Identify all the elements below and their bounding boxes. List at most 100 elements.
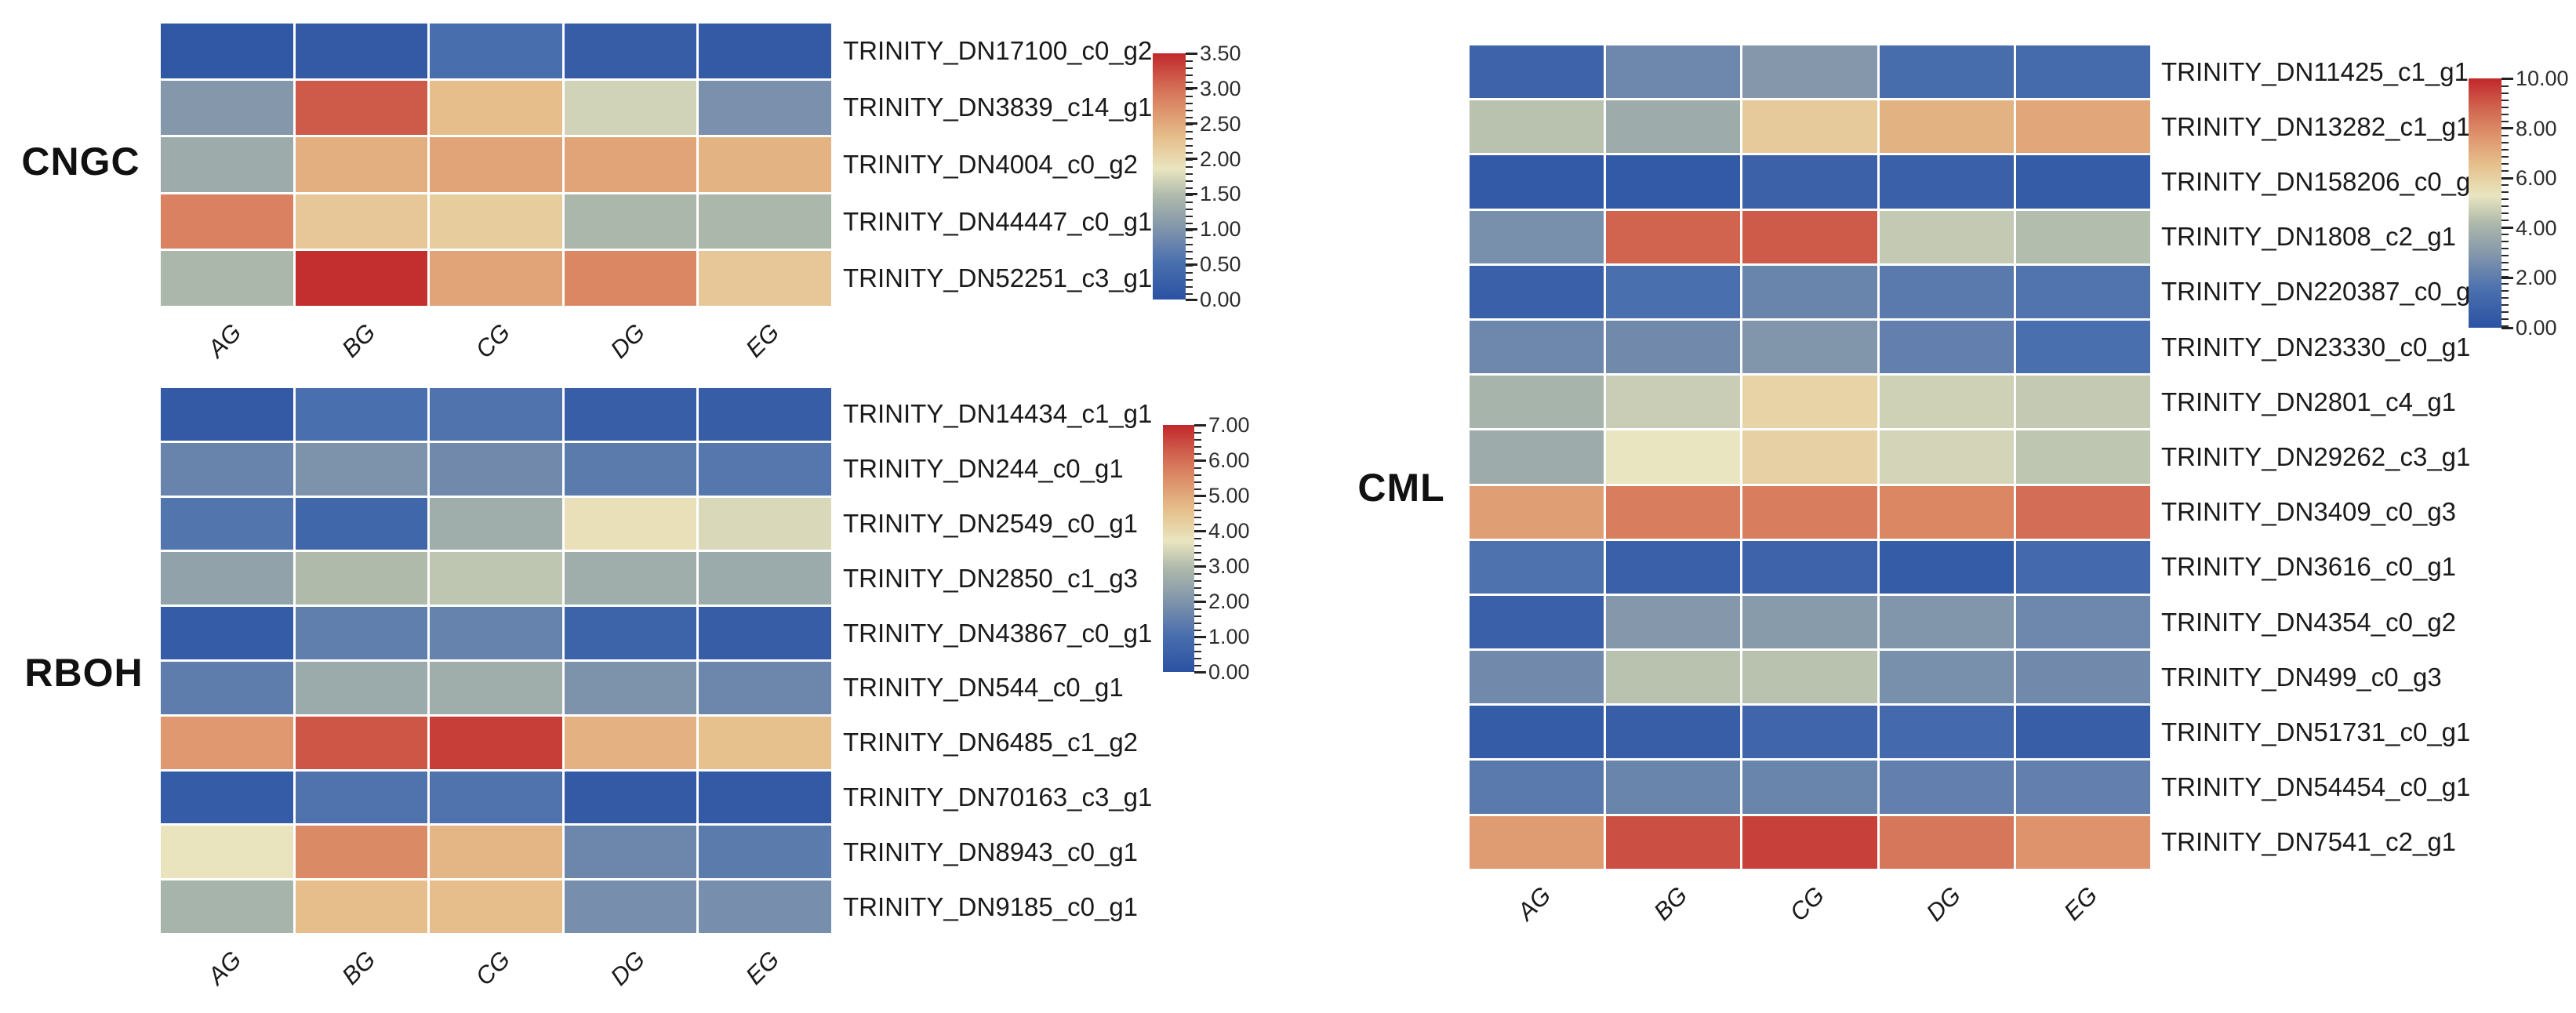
- colorbar-tick: [1186, 158, 1197, 161]
- heatmap-cell: [295, 771, 428, 824]
- column-label: AG: [202, 946, 247, 990]
- heatmap-cell: [699, 251, 831, 306]
- heatmap-cell: [295, 880, 428, 933]
- row-label: TRINITY_DN54454_c0_g1: [2161, 772, 2471, 802]
- heatmap-cell: [564, 826, 697, 879]
- heatmap-cell: [699, 388, 831, 441]
- heatmap-cell: [699, 607, 831, 659]
- heatmap-cell: [1742, 485, 1877, 539]
- heatmap-cell: [699, 442, 831, 496]
- heatmap-cell: [161, 607, 293, 659]
- colorbar-tick-label: 4.00: [2516, 216, 2557, 240]
- heatmap-cell: [564, 771, 697, 824]
- colorbar-tick-label: 0.00: [1200, 288, 1241, 311]
- heatmap-cell: [1470, 155, 1604, 209]
- row-label: TRINITY_DN3616_c0_g1: [2161, 552, 2457, 582]
- heatmap-cell: [1470, 706, 1604, 759]
- row-label: TRINITY_DN6485_c1_g2: [843, 728, 1139, 757]
- heatmap-cell: [699, 194, 831, 249]
- column-label: CG: [470, 318, 516, 364]
- column-label: BG: [1648, 881, 1693, 926]
- row-label: TRINITY_DN8943_c0_g1: [843, 837, 1139, 866]
- colorbar-tick-label: 6.00: [2516, 166, 2557, 191]
- row-labels-rboh: TRINITY_DN14434_c1_g1 TRINITY_DN244_c0_g1…: [843, 388, 1180, 933]
- heatmap-cell: [1879, 595, 2014, 649]
- row-label: TRINITY_DN13282_c1_g1: [2161, 111, 2471, 141]
- colorbar-tick: [1194, 565, 1206, 568]
- heatmap-cell: [430, 826, 562, 879]
- colorbar-tick: [1194, 529, 1206, 532]
- heatmap-cell: [1470, 265, 1604, 318]
- column-label: CG: [1784, 881, 1829, 927]
- row-label: TRINITY_DN7541_c2_g1: [2161, 827, 2457, 857]
- heatmap-cell: [295, 552, 428, 605]
- heatmap-cell: [1470, 651, 1604, 704]
- row-label: TRINITY_DN2850_c1_g3: [843, 563, 1139, 593]
- row-labels-cngc: TRINITY_DN17100_c0_g2 TRINITY_DN3839_c14_…: [843, 24, 1180, 306]
- column-label: BG: [336, 946, 381, 990]
- colorbar-tick: [1194, 635, 1206, 638]
- heatmap-cell: [1606, 265, 1741, 318]
- colorbar-tick-label: 4.00: [1208, 519, 1250, 543]
- colorbar-tick: [1194, 600, 1206, 603]
- heatmap-cell: [564, 137, 697, 192]
- colorbar-minor-ticks: [1186, 53, 1193, 300]
- row-label: TRINITY_DN220387_c0_g1: [2161, 277, 2485, 307]
- colorbar-tick: [2502, 77, 2513, 80]
- heatmap-cell: [699, 771, 831, 824]
- heatmap-cell: [699, 137, 831, 192]
- heatmap-cell: [1742, 100, 1877, 154]
- heatmap-grid-rboh: [161, 388, 831, 933]
- heatmap-cell: [699, 826, 831, 879]
- colorbar-minor-ticks: [1194, 425, 1201, 672]
- heatmap-cell: [1879, 155, 2014, 209]
- heatmap-cell: [1606, 651, 1741, 704]
- heatmap-cell: [161, 251, 293, 306]
- heatmap-cell: [295, 442, 428, 496]
- colorbar-tick-label: 0.00: [2516, 316, 2557, 339]
- heatmap-cell: [1470, 485, 1604, 539]
- heatmap-cell: [1742, 540, 1877, 594]
- heatmap-cell: [2015, 376, 2150, 429]
- row-label: TRINITY_DN23330_c0_g1: [2161, 332, 2471, 361]
- heatmap-cell: [699, 80, 831, 136]
- heatmap-cell: [1742, 265, 1877, 318]
- heatmap-cell: [430, 880, 562, 933]
- heatmap-cell: [1470, 430, 1604, 484]
- colorbar-tick-label: 0.00: [1208, 660, 1250, 684]
- colorbar-gradient: [2469, 78, 2502, 328]
- colorbar-tick-label: 3.50: [1200, 42, 1241, 65]
- colorbar-tick: [1186, 122, 1197, 125]
- heatmap-cell: [564, 552, 697, 605]
- row-label: TRINITY_DN158206_c0_g1: [2161, 166, 2485, 196]
- heatmap-cell: [1879, 100, 2014, 154]
- colorbar-tick-label: 3.00: [1208, 554, 1250, 578]
- column-labels-cml: AG BG CG DG EG: [1470, 878, 2150, 949]
- heatmap-cell: [295, 607, 428, 659]
- heatmap-cell: [295, 251, 428, 306]
- heatmap-cell: [1606, 430, 1741, 484]
- row-labels-cml: TRINITY_DN11425_c1_g1 TRINITY_DN13282_c1_…: [2161, 45, 2498, 869]
- column-label: DG: [605, 318, 650, 364]
- colorbar-tick-label: 0.50: [1200, 252, 1241, 277]
- heatmap-cell: [564, 80, 697, 136]
- group-label-cml: CML: [1357, 466, 1445, 510]
- heatmap-cell: [564, 388, 697, 441]
- colorbar-gradient: [1153, 53, 1186, 300]
- colorbar-tick: [2502, 176, 2513, 180]
- heatmap-cell: [161, 661, 293, 714]
- colorbar-tick: [1194, 670, 1206, 674]
- heatmap-cell: [1742, 651, 1877, 704]
- colorbar-tick: [1186, 192, 1197, 195]
- heatmap-cell: [2015, 706, 2150, 759]
- heatmap-cell: [295, 80, 428, 136]
- heatmap-cell: [1606, 45, 1741, 99]
- row-label: TRINITY_DN1808_c2_g1: [2161, 222, 2457, 252]
- row-label: TRINITY_DN544_c0_g1: [843, 673, 1124, 703]
- row-label: TRINITY_DN52251_c3_g1: [843, 263, 1153, 293]
- heatmap-cell: [2015, 45, 2150, 99]
- heatmap-cell: [1742, 761, 1877, 814]
- colorbar-cngc: 3.50 3.00 2.50 2.00 1.50 1.00 0.50 0.00: [1153, 42, 1319, 311]
- heatmap-cell: [430, 607, 562, 659]
